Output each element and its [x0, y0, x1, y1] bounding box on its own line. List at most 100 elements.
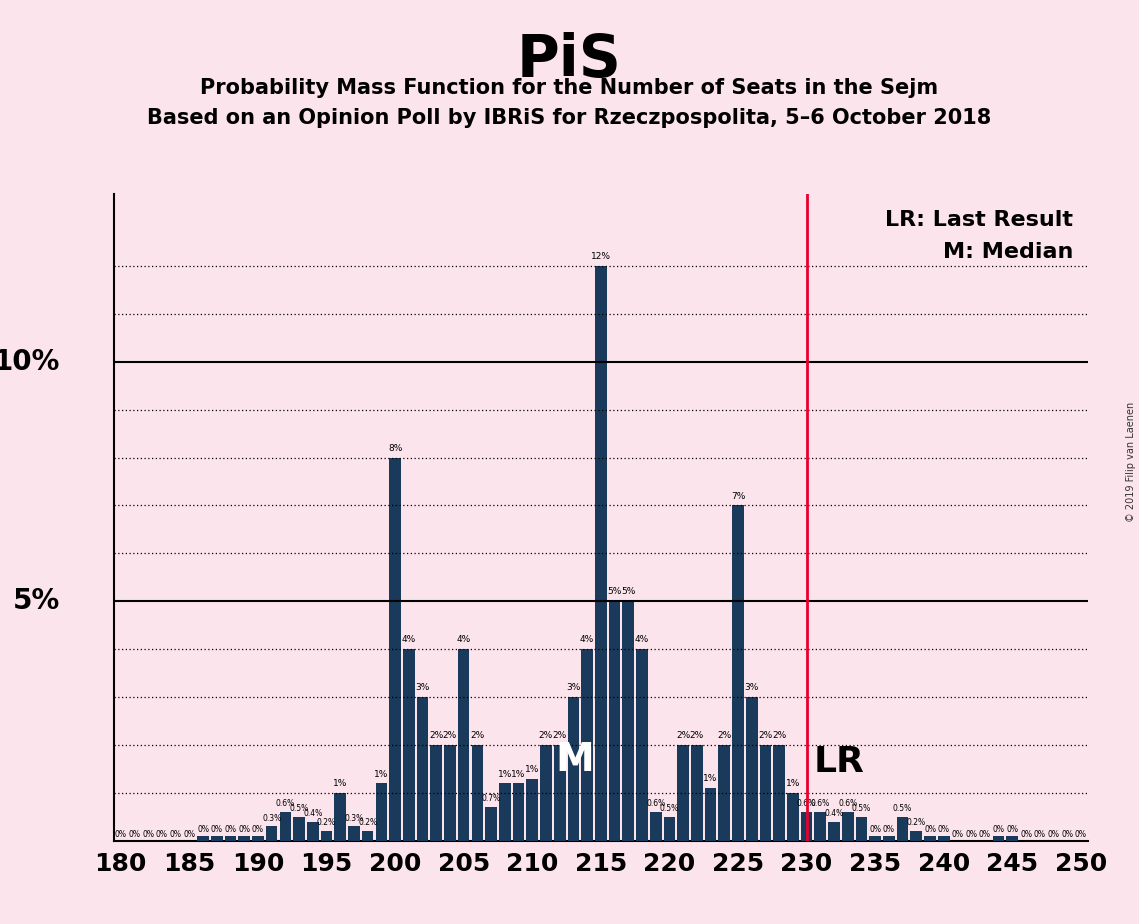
Bar: [390, 457, 401, 841]
Bar: [814, 812, 826, 841]
Text: 0%: 0%: [1006, 824, 1018, 833]
Bar: [306, 821, 319, 841]
Bar: [362, 832, 374, 841]
Text: Probability Mass Function for the Number of Seats in the Sejm: Probability Mass Function for the Number…: [200, 78, 939, 98]
Text: 0.4%: 0.4%: [303, 808, 322, 818]
Text: 0.6%: 0.6%: [838, 799, 858, 808]
Bar: [431, 745, 442, 841]
Text: 1%: 1%: [525, 765, 540, 773]
Bar: [567, 697, 580, 841]
Text: 2%: 2%: [539, 731, 554, 740]
Bar: [787, 793, 798, 841]
Bar: [513, 784, 524, 841]
Text: 1%: 1%: [786, 779, 800, 788]
Text: 0%: 0%: [937, 824, 950, 833]
Text: 0%: 0%: [965, 830, 977, 839]
Text: 0%: 0%: [142, 830, 154, 839]
Text: 5%: 5%: [621, 588, 636, 597]
Text: 0%: 0%: [197, 824, 210, 833]
Text: 0%: 0%: [1075, 830, 1087, 839]
Text: 8%: 8%: [388, 444, 402, 453]
Bar: [828, 821, 839, 841]
Text: 0%: 0%: [1034, 830, 1046, 839]
Bar: [554, 745, 565, 841]
Bar: [238, 836, 251, 841]
Text: LR: LR: [813, 745, 865, 779]
Text: 0%: 0%: [252, 824, 264, 833]
Text: 0.7%: 0.7%: [482, 795, 501, 804]
Bar: [924, 836, 936, 841]
Bar: [664, 817, 675, 841]
Text: 7%: 7%: [731, 492, 745, 501]
Text: 0%: 0%: [1048, 830, 1059, 839]
Bar: [376, 784, 387, 841]
Text: 0.5%: 0.5%: [659, 804, 679, 813]
Bar: [869, 836, 880, 841]
Bar: [472, 745, 483, 841]
Text: 4%: 4%: [457, 636, 470, 644]
Bar: [678, 745, 689, 841]
Text: 0.3%: 0.3%: [262, 814, 281, 822]
Bar: [732, 505, 744, 841]
Text: 0%: 0%: [170, 830, 181, 839]
Bar: [1007, 836, 1018, 841]
Bar: [937, 836, 950, 841]
Text: 0.4%: 0.4%: [825, 808, 844, 818]
Text: M: M: [555, 740, 593, 779]
Bar: [581, 650, 593, 841]
Bar: [293, 817, 305, 841]
Bar: [855, 817, 867, 841]
Text: 4%: 4%: [402, 636, 416, 644]
Text: 0%: 0%: [992, 824, 1005, 833]
Text: 0.2%: 0.2%: [907, 819, 926, 827]
Text: 0%: 0%: [156, 830, 167, 839]
Text: 5%: 5%: [607, 588, 622, 597]
Bar: [444, 745, 456, 841]
Text: 0%: 0%: [883, 824, 895, 833]
Bar: [637, 650, 648, 841]
Text: 0%: 0%: [924, 824, 936, 833]
Bar: [760, 745, 771, 841]
Text: 1%: 1%: [333, 779, 347, 788]
Text: 0.5%: 0.5%: [289, 804, 309, 813]
Text: 2%: 2%: [429, 731, 443, 740]
Bar: [773, 745, 785, 841]
Bar: [403, 650, 415, 841]
Text: 0%: 0%: [211, 824, 223, 833]
Text: 1%: 1%: [375, 770, 388, 779]
Text: 2%: 2%: [470, 731, 484, 740]
Bar: [499, 784, 510, 841]
Text: 4%: 4%: [634, 636, 649, 644]
Text: 0.6%: 0.6%: [646, 799, 665, 808]
Text: 3%: 3%: [566, 684, 581, 692]
Bar: [801, 812, 812, 841]
Bar: [197, 836, 208, 841]
Text: 2%: 2%: [443, 731, 457, 740]
Text: 0.5%: 0.5%: [893, 804, 912, 813]
Text: 0.2%: 0.2%: [317, 819, 336, 827]
Text: 0.5%: 0.5%: [852, 804, 871, 813]
Text: 1%: 1%: [498, 770, 513, 779]
Bar: [622, 602, 634, 841]
Text: 0%: 0%: [951, 830, 964, 839]
Text: 0.6%: 0.6%: [276, 799, 295, 808]
Bar: [526, 779, 538, 841]
Text: 0%: 0%: [129, 830, 140, 839]
Bar: [458, 650, 469, 841]
Bar: [321, 832, 333, 841]
Text: 3%: 3%: [745, 684, 759, 692]
Bar: [417, 697, 428, 841]
Text: 3%: 3%: [416, 684, 429, 692]
Bar: [279, 812, 292, 841]
Bar: [705, 788, 716, 841]
Text: 4%: 4%: [580, 636, 595, 644]
Text: M: Median: M: Median: [943, 242, 1073, 262]
Bar: [883, 836, 895, 841]
Text: 2%: 2%: [675, 731, 690, 740]
Text: 0%: 0%: [978, 830, 991, 839]
Text: PiS: PiS: [517, 32, 622, 90]
Text: 0%: 0%: [115, 830, 126, 839]
Bar: [993, 836, 1005, 841]
Bar: [896, 817, 909, 841]
Text: 2%: 2%: [772, 731, 786, 740]
